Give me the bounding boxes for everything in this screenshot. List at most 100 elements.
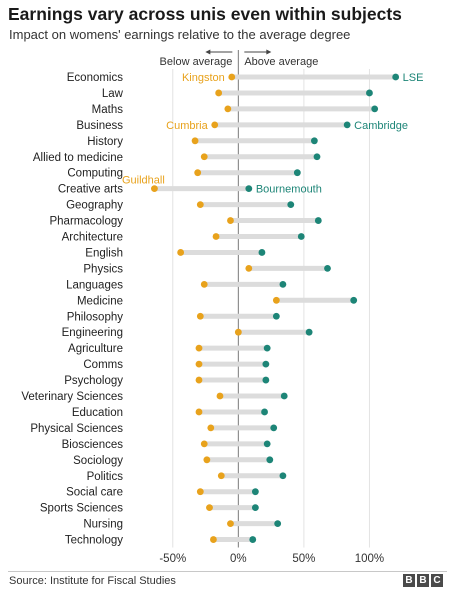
- right-arrow-icon: [266, 49, 272, 55]
- min-dot: [217, 472, 225, 480]
- max-university-label: LSE: [403, 72, 424, 84]
- max-dot: [266, 456, 274, 464]
- subject-label: Biosciences: [62, 439, 124, 451]
- max-dot: [366, 89, 373, 97]
- subject-label: Architecture: [62, 232, 123, 244]
- min-dot: [191, 137, 199, 145]
- max-dot: [350, 296, 358, 304]
- max-dot: [314, 217, 322, 224]
- min-dot: [200, 153, 208, 161]
- chart-subtitle: Impact on womens' earnings relative to t…: [9, 27, 351, 42]
- subject-label: Engineering: [62, 327, 123, 339]
- above-average-label: Above average: [244, 56, 318, 68]
- min-dot: [224, 105, 232, 113]
- max-dot: [263, 440, 271, 448]
- max-university-label: Cambridge: [354, 120, 408, 132]
- x-tick-label: 0%: [230, 553, 247, 565]
- subject-label: Languages: [66, 279, 123, 291]
- max-dot: [280, 392, 288, 400]
- min-dot: [200, 440, 208, 448]
- max-dot: [251, 504, 259, 512]
- subject-label: Medicine: [77, 295, 123, 307]
- x-tick-label: 100%: [355, 553, 384, 565]
- subject-label: Technology: [65, 535, 123, 547]
- max-university-label: Bournemouth: [256, 184, 322, 196]
- subject-label: Pharmacology: [49, 216, 123, 228]
- max-dot: [258, 249, 266, 256]
- min-dot: [227, 520, 234, 527]
- min-dot: [195, 376, 203, 384]
- max-dot: [293, 169, 301, 177]
- min-dot: [212, 233, 220, 240]
- x-tick-label: 50%: [292, 553, 315, 565]
- min-dot: [195, 360, 203, 368]
- max-dot: [324, 265, 331, 272]
- max-dot: [371, 105, 379, 113]
- max-dot: [279, 472, 287, 480]
- min-dot: [211, 121, 219, 129]
- subject-label: Social care: [66, 487, 123, 499]
- subject-label: Computing: [67, 168, 123, 180]
- bbc-logo: B B C: [403, 574, 443, 587]
- max-dot: [251, 488, 259, 496]
- bbc-logo-letter: C: [431, 574, 443, 587]
- subject-label: Maths: [92, 104, 124, 116]
- subject-label: Sports Sciences: [40, 503, 123, 515]
- max-dot: [297, 233, 305, 240]
- max-dot: [313, 153, 321, 161]
- max-dot: [261, 408, 268, 416]
- min-dot: [215, 89, 223, 97]
- min-dot: [196, 488, 204, 496]
- max-dot: [343, 121, 351, 129]
- min-dot: [216, 392, 224, 400]
- below-average-label: Below average: [160, 56, 233, 68]
- min-dot: [245, 265, 253, 272]
- subject-label: Sociology: [73, 455, 123, 467]
- max-dot: [262, 360, 270, 368]
- subject-label: Politics: [87, 471, 124, 483]
- left-arrow-icon: [205, 49, 211, 55]
- min-dot: [196, 312, 204, 320]
- min-dot: [203, 456, 211, 464]
- subject-label: Geography: [66, 200, 123, 212]
- min-dot: [234, 328, 242, 336]
- min-dot: [195, 408, 203, 416]
- subject-label: Physical Sciences: [30, 423, 123, 435]
- min-dot: [210, 536, 217, 543]
- max-dot: [274, 520, 282, 527]
- subject-label: Physics: [83, 263, 123, 275]
- subject-label: Comms: [83, 359, 123, 371]
- subject-label: Business: [76, 120, 123, 132]
- min-dot: [206, 504, 213, 512]
- subject-label: Allied to medicine: [33, 152, 123, 164]
- subject-label: Education: [72, 407, 123, 419]
- min-dot: [200, 280, 208, 288]
- bbc-logo-letter: B: [417, 574, 429, 587]
- max-dot: [272, 312, 280, 320]
- bbc-logo-letter: B: [403, 574, 415, 587]
- x-tick-label: -50%: [159, 553, 186, 565]
- min-university-label: Guildhall: [122, 175, 165, 187]
- subject-label: History: [87, 136, 123, 148]
- max-dot: [279, 280, 287, 288]
- min-dot: [195, 344, 203, 352]
- subject-label: Agriculture: [68, 343, 123, 355]
- subject-label: Law: [102, 88, 124, 100]
- footer-divider: [8, 571, 447, 572]
- max-dot: [262, 376, 270, 384]
- max-dot: [310, 137, 318, 145]
- min-dot: [228, 73, 236, 81]
- subject-label: Economics: [67, 72, 123, 84]
- subject-label: Nursing: [83, 519, 123, 531]
- min-dot: [227, 217, 234, 224]
- chart-title: Earnings vary across unis even within su…: [8, 4, 402, 24]
- max-dot: [249, 536, 257, 543]
- subject-label: Psychology: [64, 375, 123, 387]
- min-dot: [196, 201, 204, 209]
- max-dot: [305, 328, 313, 336]
- max-dot: [287, 201, 295, 209]
- min-dot: [272, 296, 280, 304]
- max-dot: [263, 344, 271, 352]
- subject-label: Philosophy: [67, 311, 124, 323]
